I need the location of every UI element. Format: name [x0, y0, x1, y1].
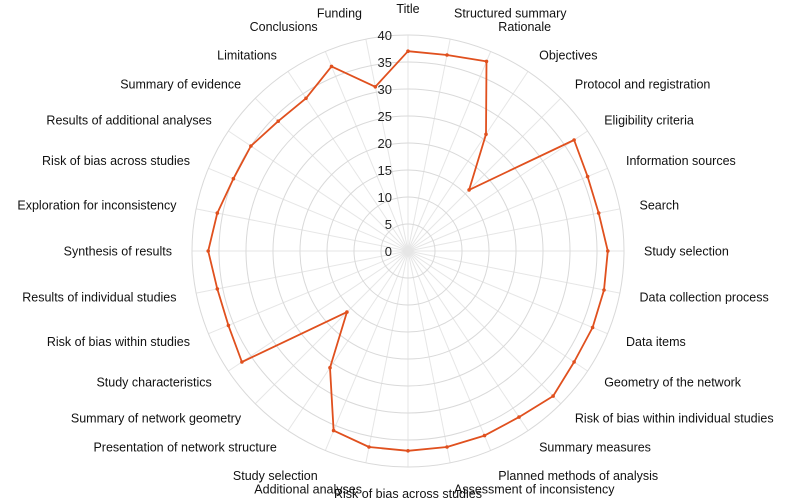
category-label: Synthesis of results [64, 245, 172, 259]
radial-tick-label: 25 [378, 109, 392, 124]
category-label: Rationale [498, 20, 551, 34]
data-point [517, 415, 521, 419]
grid-ring [326, 169, 490, 333]
category-label: Structured summary [454, 7, 567, 21]
grid-ring [272, 115, 544, 387]
data-point [367, 445, 371, 449]
category-label: Information sources [626, 154, 736, 168]
data-point [484, 132, 488, 137]
data-point [373, 85, 378, 89]
category-label: Risk of bias within individual studies [575, 411, 774, 425]
category-label: Risk of bias across studies [42, 154, 190, 168]
category-label: Study selection [644, 245, 729, 259]
category-label: Risk of bias within studies [47, 335, 190, 349]
radar-series [206, 49, 610, 453]
radial-tick-label: 30 [378, 82, 392, 97]
grid-ring [353, 196, 463, 306]
data-point [596, 211, 601, 215]
category-label: Additional analyses [254, 483, 362, 497]
grid-ring [380, 223, 436, 279]
grid-ring [245, 88, 571, 414]
data-point [572, 138, 576, 142]
category-label: Planned methods of analysis [498, 469, 658, 483]
category-label: Title [396, 2, 419, 16]
radial-tick-label: 35 [378, 55, 392, 70]
data-point [406, 449, 410, 453]
data-point [484, 59, 489, 64]
category-label: Funding [317, 7, 362, 21]
category-label: Data collection process [640, 291, 769, 305]
data-point [226, 323, 231, 328]
radial-tick-label: 40 [378, 28, 392, 43]
category-label: Risk of bias across studies [334, 487, 482, 500]
data-point [304, 96, 308, 101]
category-label: Assessment of inconsistency [454, 483, 615, 497]
radial-tick-label: 10 [378, 190, 392, 205]
data-point [206, 249, 210, 253]
category-label: Exploration for inconsistency [17, 199, 177, 213]
data-point [467, 188, 471, 192]
data-point [445, 445, 449, 449]
category-label: Results of individual studies [22, 291, 176, 305]
data-point [215, 287, 220, 291]
category-label: Results of additional analyses [46, 113, 211, 127]
data-point [551, 394, 555, 398]
category-label: Geometry of the network [604, 376, 742, 390]
data-point [240, 360, 244, 364]
data-point [215, 211, 220, 215]
data-point [590, 325, 595, 330]
category-label: Data items [626, 335, 686, 349]
data-point [231, 176, 236, 181]
data-point [328, 365, 332, 370]
data-point [406, 49, 410, 53]
data-point [482, 433, 487, 438]
radial-tick-label: 15 [378, 163, 392, 178]
data-point [602, 288, 606, 292]
category-label: Summary measures [539, 441, 651, 455]
category-label: Search [640, 199, 680, 213]
category-label: Study selection [233, 469, 318, 483]
category-label: Eligibility criteria [604, 113, 694, 127]
category-label: Conclusions [250, 20, 318, 34]
radar-grid [191, 34, 625, 468]
radial-tick-label: 5 [385, 217, 392, 232]
radial-tick-label: 0 [385, 244, 392, 259]
category-label: Protocol and registration [575, 78, 711, 92]
radial-tick-label: 20 [378, 136, 392, 151]
radial-axis-ticks: 0 5 10 15 20 25 30 35 40 [378, 28, 392, 259]
data-point [445, 53, 449, 57]
category-label: Summary of evidence [120, 78, 241, 92]
category-label: Presentation of network structure [93, 441, 276, 455]
category-label: Limitations [217, 48, 277, 62]
data-point [331, 428, 336, 433]
data-point [329, 64, 334, 69]
data-point [606, 249, 610, 253]
grid-ring [218, 61, 598, 441]
data-point [345, 310, 349, 314]
data-point [585, 174, 590, 179]
category-label: Objectives [539, 48, 597, 62]
data-point [249, 144, 253, 148]
data-point [572, 360, 576, 364]
category-label: Summary of network geometry [71, 411, 242, 425]
grid-ring [299, 142, 517, 360]
category-label: Study characteristics [96, 376, 211, 390]
grid-ring [191, 34, 625, 468]
data-point [276, 119, 281, 123]
